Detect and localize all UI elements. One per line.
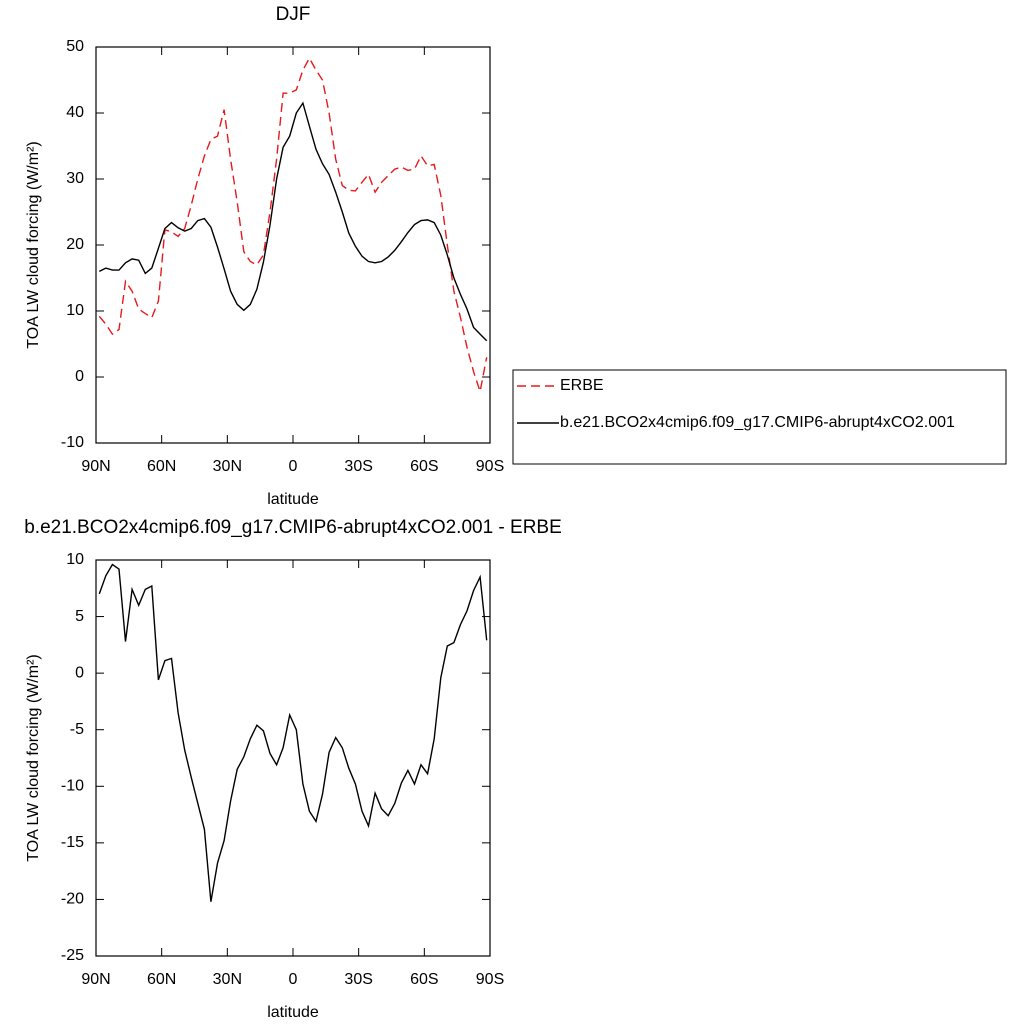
y-tick-label: 10 [66,302,84,319]
y-tick-label: 0 [75,664,84,681]
x-tick-label: 60N [147,971,176,988]
y-axis-label: TOA LW cloud forcing (W/m²) [25,654,42,861]
y-tick-label: 10 [66,551,84,568]
x-tick-label: 90S [476,458,504,475]
y-axis-label: TOA LW cloud forcing (W/m²) [25,141,42,348]
x-tick-label: 0 [289,458,298,475]
y-tick-label: -10 [61,778,84,795]
x-tick-label: 30N [213,458,242,475]
chart-title: DJF [276,4,311,25]
y-tick-label: 30 [66,170,84,187]
x-tick-label: 30S [344,971,372,988]
plot-frame [95,559,491,957]
y-tick-label: -20 [61,891,84,908]
y-tick-label: 50 [66,38,84,55]
x-tick-label: 30S [344,458,372,475]
y-tick-label: -10 [61,434,84,451]
x-tick-label: 60N [147,458,176,475]
legend-label: ERBE [560,377,604,394]
legend-box [512,369,1007,465]
y-tick-label: -15 [61,834,84,851]
x-tick-label: 0 [289,971,298,988]
chart-title: b.e21.BCO2x4cmip6.f09_g17.CMIP6-abrupt4x… [24,517,562,538]
data-line [98,56,488,395]
y-tick-label: 20 [66,236,84,253]
x-tick-label: 60S [410,458,438,475]
x-tick-label: 90N [81,971,110,988]
x-axis-label: latitude [267,491,319,508]
data-line [98,563,488,902]
y-tick-label: 0 [75,368,84,385]
y-tick-label: 40 [66,104,84,121]
x-tick-label: 60S [410,971,438,988]
y-tick-label: 5 [75,608,84,625]
x-tick-label: 90N [81,458,110,475]
x-tick-label: 90S [476,971,504,988]
x-tick-label: 30N [213,971,242,988]
x-axis-label: latitude [267,1004,319,1021]
y-tick-label: -25 [61,947,84,964]
y-tick-label: -5 [70,721,84,738]
legend-label: b.e21.BCO2x4cmip6.f09_g17.CMIP6-abrupt4x… [560,414,955,431]
plot-frame [95,46,491,444]
data-line [98,101,488,342]
